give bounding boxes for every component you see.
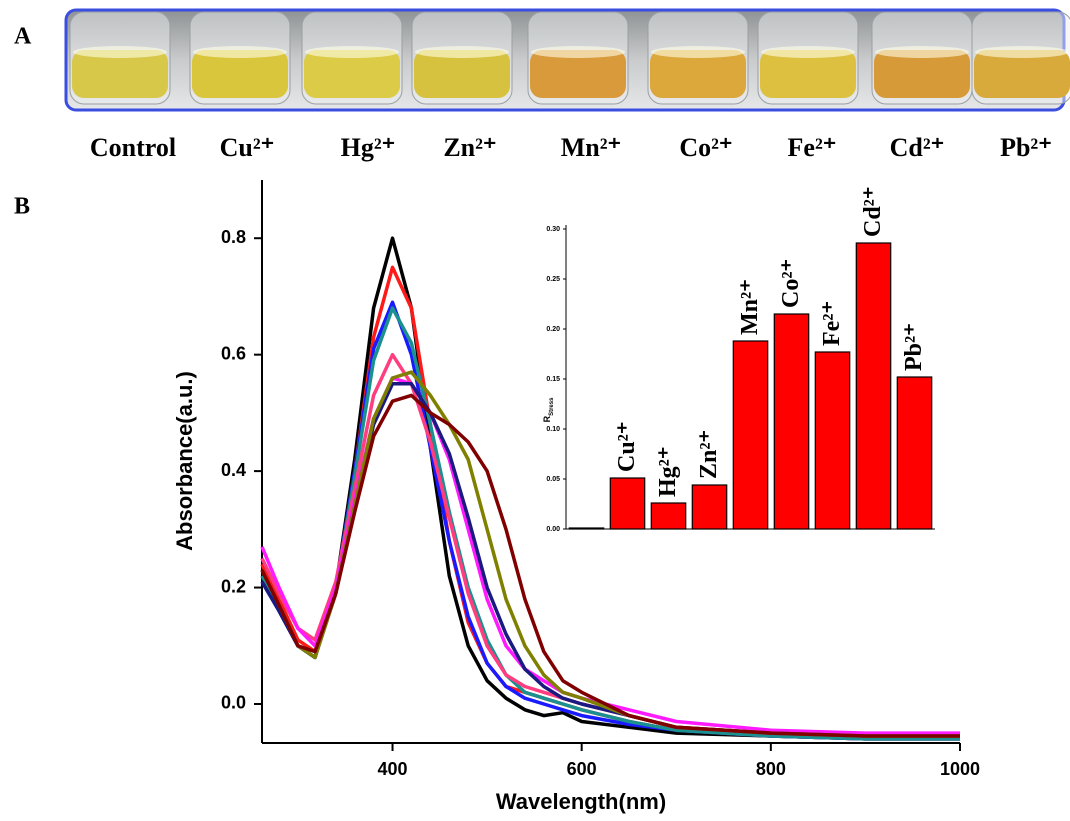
- panel-label: A: [14, 24, 32, 50]
- bar: [609, 477, 646, 530]
- liquid: [414, 50, 510, 98]
- liquid: [530, 50, 626, 98]
- bar-label: Cu²⁺: [614, 421, 640, 472]
- bar: [691, 484, 728, 530]
- bar-label: Hg²⁺: [655, 446, 681, 497]
- liquid: [72, 50, 168, 98]
- sample-label: Cu²⁺: [220, 133, 275, 162]
- y-tick-label: 0.0: [221, 693, 246, 713]
- inset-chart: 0.00 0.05 0.10 0.15 0.20 0.25 0.30 RStress Cu²⁺ H…: [542, 186, 935, 533]
- sample-label: Zn²⁺: [443, 133, 496, 162]
- y-tick-label: 0.30: [546, 226, 560, 233]
- sample-label: Mn²⁺: [561, 133, 622, 162]
- liquid: [760, 50, 856, 98]
- y-axis-label-main: R: [542, 415, 552, 422]
- bar: [773, 313, 810, 530]
- y-tick-label: 0.2: [221, 576, 246, 596]
- liquid: [192, 50, 288, 98]
- liquid: [974, 50, 1070, 98]
- liquid: [304, 50, 400, 98]
- bar-label: Zn²⁺: [696, 430, 722, 479]
- sample-label: Co²⁺: [679, 133, 732, 162]
- meniscus: [193, 46, 287, 58]
- sample-label: Control: [90, 133, 176, 162]
- y-tick-label: 0.15: [546, 376, 560, 383]
- x-tick-label: 1000: [940, 759, 980, 779]
- y-tick-label: 0.6: [221, 343, 246, 363]
- y-tick-label: 0.8: [221, 227, 246, 247]
- meniscus: [761, 46, 855, 58]
- bar-label: Cd²⁺: [860, 186, 886, 237]
- y-tick-label: 0.4: [221, 460, 246, 480]
- liquid: [650, 50, 746, 98]
- x-tick-label: 600: [567, 759, 597, 779]
- bar: [814, 351, 851, 530]
- bar-label: Co²⁺: [778, 259, 804, 308]
- y-axis-label: Absorbance(a.u.): [172, 371, 197, 551]
- sample-label: Pb²⁺: [1000, 133, 1052, 162]
- bar: [896, 376, 933, 530]
- bar: [732, 340, 769, 530]
- bar-label: Pb²⁺: [901, 323, 927, 371]
- y-tick-label: 0.20: [546, 326, 560, 333]
- bar-label: Mn²⁺: [737, 279, 763, 335]
- meniscus: [975, 46, 1069, 58]
- y-tick-label: 0.05: [546, 476, 560, 483]
- main-chart: 0.0 0.2 0.4 0.6 0.8 400 600 800 1000 Wavelength(n…: [172, 180, 980, 814]
- meniscus: [875, 46, 969, 58]
- sample-label: Fe²⁺: [788, 133, 837, 162]
- y-tick-label: 0.25: [546, 276, 560, 283]
- panel-label: B: [14, 194, 30, 220]
- x-axis-label: Wavelength(nm): [496, 789, 666, 814]
- bar: [650, 502, 687, 530]
- meniscus: [73, 46, 167, 58]
- y-tick-label: 0.10: [546, 426, 560, 433]
- bar: [855, 242, 892, 530]
- liquid: [874, 50, 970, 98]
- x-tick-label: 400: [377, 759, 407, 779]
- x-tick-label: 800: [756, 759, 786, 779]
- vials: Control Cu²⁺ Hg²⁺ Zn²⁺ Mn²⁺ Co²⁺ Fe²⁺ Cd²⁺ Pb²⁺: [69, 11, 1070, 162]
- sample-label: Hg²⁺: [341, 133, 396, 162]
- y-axis-label: RStress: [542, 397, 554, 423]
- meniscus: [531, 46, 625, 58]
- line: [260, 376, 960, 735]
- line: [260, 393, 960, 738]
- sample-label: Cd²⁺: [890, 133, 945, 162]
- bar-label: Fe²⁺: [819, 301, 845, 346]
- y-axis-label-sub: Stress: [549, 397, 555, 416]
- meniscus: [651, 46, 745, 58]
- bar: [568, 527, 605, 530]
- meniscus: [415, 46, 509, 58]
- y-tick-label: 0.00: [546, 526, 560, 533]
- meniscus: [305, 46, 399, 58]
